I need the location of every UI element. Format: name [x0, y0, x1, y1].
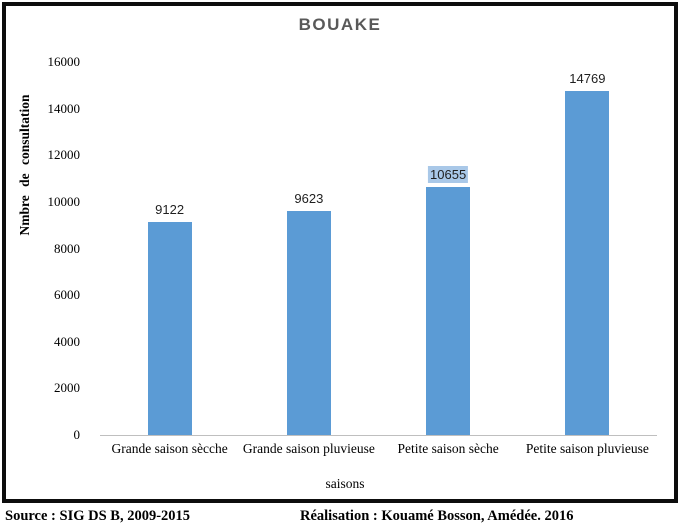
y-tick-label: 8000: [54, 240, 80, 256]
value-label-3: 10655: [428, 165, 469, 183]
y-tick-label: 0: [73, 427, 81, 442]
y-tick-label: 12000: [47, 147, 81, 163]
chart-frame: [2, 2, 678, 503]
chart-title: BOUAKE: [298, 15, 382, 34]
bar-4: [565, 90, 610, 435]
footer-realisation-text: Réalisation : Kouamé Bosson, Amédée. 201…: [300, 508, 574, 524]
bar-3: [426, 186, 471, 435]
value-label-2: 9623: [294, 190, 324, 206]
category-label-2: Grande saison pluvieuse: [242, 441, 375, 456]
bar-2: [286, 210, 331, 435]
value-label-4: 14769: [569, 70, 606, 86]
y-tick-label: 2000: [54, 380, 80, 396]
value-label-1: 9122: [155, 202, 185, 218]
y-tick-label: 16000: [47, 54, 81, 69]
x-axis-title: saisons: [325, 476, 365, 491]
y-tick-label: 4000: [54, 333, 80, 349]
y-tick-label: 6000: [54, 287, 80, 303]
y-tick-label: 14000: [47, 100, 81, 116]
category-label-1: Grande saison sècche: [111, 441, 228, 456]
y-axis-title: Nmbre de consultation: [17, 94, 32, 236]
x-axis-line: [100, 435, 657, 436]
category-label-4: Petite saison pluvieuse: [525, 441, 649, 456]
y-tick-label: 10000: [47, 193, 81, 209]
category-label-3: Petite saison sèche: [397, 441, 499, 456]
bar-1: [147, 222, 192, 435]
footer-source-text: Source : SIG DS B, 2009-2015: [5, 508, 191, 524]
